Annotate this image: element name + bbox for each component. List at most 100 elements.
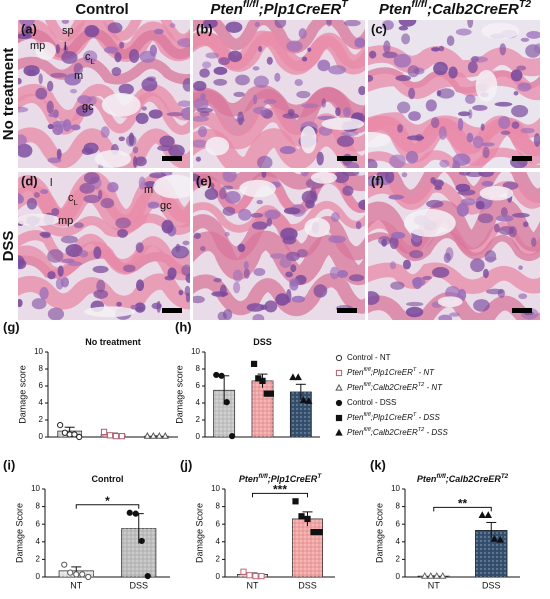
data-point (299, 396, 308, 404)
crypt (141, 106, 147, 111)
text-part: Pten (379, 1, 412, 18)
crypt (27, 69, 37, 76)
crypt (285, 271, 293, 278)
crypt (401, 33, 411, 45)
crypt (431, 47, 441, 52)
crypt (328, 235, 346, 244)
crypt (290, 264, 297, 273)
crypt (467, 20, 474, 28)
data-point (161, 431, 169, 439)
crypt (457, 111, 471, 117)
histology-image (18, 20, 190, 168)
panel-label: (k) (370, 457, 386, 472)
crypt (296, 90, 311, 99)
row-label: No treatment (0, 48, 17, 141)
crypt (193, 115, 209, 122)
crypt (484, 256, 497, 262)
lumen (18, 213, 60, 227)
crypt (51, 207, 60, 217)
crypt (477, 213, 494, 224)
crypt (494, 101, 513, 107)
crypt (151, 302, 162, 310)
crypt (159, 135, 175, 148)
x-tick-label: NT (247, 580, 259, 590)
x-tick-label: DSS (129, 580, 148, 590)
crypt (500, 130, 511, 135)
text-part: T (317, 473, 322, 480)
panel-label: (a) (21, 21, 37, 36)
crypt (343, 107, 351, 118)
crypt (111, 67, 122, 76)
y-tick-label: 0 (396, 572, 401, 581)
data-point (294, 373, 302, 381)
data-point (223, 399, 230, 406)
crypt (480, 123, 485, 131)
data-point (155, 431, 164, 439)
crypt (499, 43, 507, 56)
crypt (301, 190, 318, 204)
crypt (118, 83, 134, 95)
histology-image (18, 172, 190, 320)
crypt (393, 53, 412, 68)
text-part: Pten (347, 383, 364, 392)
crypt (307, 47, 312, 52)
crypt (402, 259, 411, 270)
crypt (222, 206, 236, 216)
crypt (456, 202, 469, 217)
text-part: - NT (424, 383, 443, 392)
text-part: - NT (416, 368, 435, 377)
legend-label: Ptenfl/fl;Plp1CreERT - DSS (347, 412, 441, 422)
text-part: fl/fl (258, 473, 268, 480)
crypt (92, 265, 109, 274)
crypt (182, 240, 190, 246)
y-tick-label: 6 (216, 519, 221, 528)
histology-image (193, 172, 365, 320)
data-point (433, 571, 441, 579)
crypt (193, 139, 208, 148)
text-part: L (74, 198, 79, 207)
crypt (61, 51, 78, 64)
muscle-band (368, 262, 540, 295)
text-part: T (413, 367, 417, 373)
data-point (57, 422, 64, 429)
crypt (202, 20, 218, 29)
crypt (65, 244, 83, 257)
crypt (408, 111, 421, 122)
muscle-band (368, 115, 540, 167)
scale-bar (337, 308, 357, 313)
crypt (252, 314, 265, 320)
crypt (433, 179, 444, 188)
crypt (348, 274, 365, 282)
crypt (177, 38, 190, 48)
crypt (125, 134, 137, 147)
y-tick-label: 0 (39, 432, 44, 441)
crypt (482, 268, 489, 279)
y-tick-label: 6 (39, 381, 44, 390)
crypt (56, 148, 62, 160)
significance-label: *** (273, 482, 287, 496)
y-tick-label: 4 (196, 398, 201, 407)
data-point (149, 431, 158, 439)
text-part: l (50, 177, 52, 189)
text-part: Control - DSS (347, 398, 396, 407)
text-part: No treatment (85, 337, 141, 347)
text-part: Control (75, 1, 128, 18)
crypt (269, 253, 286, 259)
y-axis-label: Damage Score (374, 503, 384, 563)
panel-label: (g) (3, 319, 20, 334)
text-part: mp (58, 215, 73, 227)
text-part: T (413, 412, 417, 418)
text-part: L (91, 57, 96, 66)
legend-symbol (335, 414, 343, 422)
crypt (274, 20, 287, 29)
muscle-band (193, 273, 365, 317)
data-point (240, 568, 247, 575)
text-part: T2 (519, 0, 531, 10)
crypt (118, 136, 125, 142)
lumen (101, 93, 141, 117)
column-header: Ptenfl/fl;Calb2CreERT2 (379, 0, 531, 18)
crypt (83, 172, 100, 184)
crypt (135, 279, 145, 292)
crypt (166, 112, 184, 117)
crypt (193, 295, 205, 304)
